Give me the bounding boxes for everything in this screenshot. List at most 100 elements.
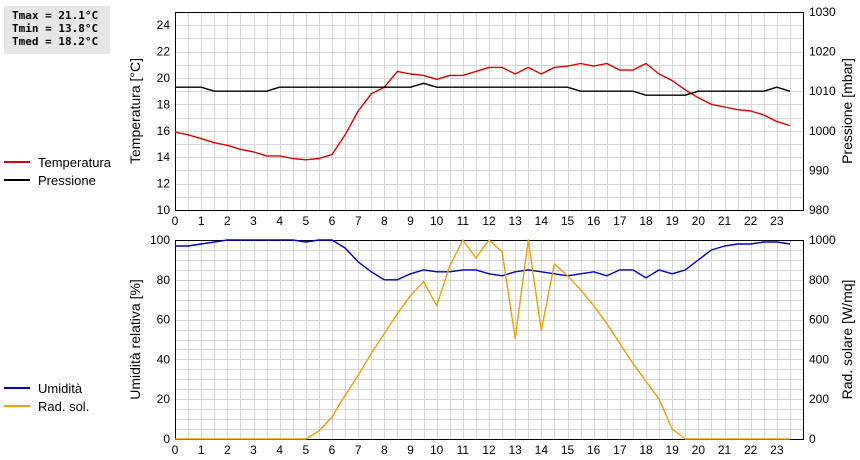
x-tick-label: 5 [302,214,309,228]
y2-tick-label: 0 [809,432,816,446]
x-tick-label: 7 [355,443,362,457]
x-tick-label: 10 [430,443,444,457]
x-tick-label: 15 [561,443,575,457]
series-line-pressione [175,82,791,96]
x-tick-label: 14 [535,443,549,457]
y2-tick-label: 1010 [809,84,836,98]
x-tick-label: 20 [692,214,706,228]
x-tick-label: 1 [198,214,205,228]
y-tick-label: 0 [163,432,170,446]
legend-swatch [4,179,30,181]
x-tick-label: 3 [250,443,257,457]
x-tick-label: 15 [561,214,575,228]
plot-frame [175,12,804,211]
x-tick-label: 7 [355,214,362,228]
x-tick-label: 18 [639,443,653,457]
y2-tick-label: 1020 [809,45,836,59]
y2-tick-label: 1000 [809,233,836,247]
legend-swatch [4,161,30,163]
tmed-text: Tmed = 18.2°C [12,35,99,48]
y2-axis-label: Rad. solare [W/mq] [839,280,855,400]
y-tick-label: 16 [157,124,171,138]
y-tick-label: 20 [157,71,171,85]
y-tick-label: 100 [150,233,170,247]
x-tick-label: 1 [198,443,205,457]
y-tick-label: 24 [157,18,171,32]
x-tick-label: 21 [718,443,732,457]
y2-tick-label: 800 [809,273,829,287]
x-tick-label: 14 [535,214,549,228]
x-tick-label: 19 [665,443,679,457]
y2-tick-label: 400 [809,352,829,366]
x-tick-label: 18 [639,214,653,228]
legend-top: Temperatura Pressione [4,153,111,189]
legend-item-radsol: Rad. sol. [4,397,89,415]
x-tick-label: 6 [329,214,336,228]
x-tick-label: 23 [770,443,784,457]
legend-label: Rad. sol. [38,398,90,414]
chart-2: 0 1 2 3 4 5 6 7 8 9 10 11 12 13 14 15 16 17 18 19 20 21 22 2302… [127,233,855,457]
y2-tick-label: 1000 [809,124,836,138]
y-tick-label: 10 [157,203,171,217]
x-tick-label: 9 [407,214,414,228]
x-tick-label: 12 [482,214,496,228]
x-tick-label: 19 [665,214,679,228]
y2-tick-label: 980 [809,203,829,217]
chart-1: 0 1 2 3 4 5 6 7 8 9 10 11 12 13 14 15 16 17 18 19 20 21 22 2310… [127,5,855,228]
x-tick-label: 8 [381,214,388,228]
tmin-text: Tmin = 13.8°C [12,22,99,35]
x-tick-label: 0 [172,214,179,228]
x-tick-label: 3 [250,214,257,228]
x-tick-label: 16 [587,443,601,457]
x-tick-label: 21 [718,214,732,228]
tmax-text: Tmax = 21.1°C [12,9,99,22]
legend-label: Pressione [38,172,96,188]
y2-tick-label: 990 [809,163,829,177]
x-tick-label: 4 [276,214,283,228]
y-tick-label: 22 [157,45,171,59]
y-tick-label: 40 [157,352,171,366]
x-tick-label: 17 [613,443,627,457]
y-axis-label: Temperatura [°C] [127,58,143,164]
y-tick-label: 14 [157,150,171,164]
legend-swatch [4,405,30,407]
y-tick-label: 12 [157,177,171,191]
y2-tick-label: 600 [809,313,829,327]
x-tick-label: 2 [224,443,231,457]
x-tick-label: 11 [457,214,470,228]
x-tick-label: 22 [744,214,758,228]
y-tick-label: 60 [157,313,171,327]
stats-box: Tmax = 21.1°C Tmin = 13.8°C Tmed = 18.2°… [4,6,110,54]
y2-tick-label: 1030 [809,5,836,19]
x-tick-label: 12 [482,443,496,457]
y2-tick-label: 200 [809,392,829,406]
legend-item-temperatura: Temperatura [4,153,111,171]
y-tick-label: 20 [157,392,171,406]
x-tick-label: 4 [276,443,283,457]
legend-bottom: Umidità Rad. sol. [4,379,89,415]
x-tick-label: 2 [224,214,231,228]
x-tick-label: 8 [381,443,388,457]
x-tick-label: 13 [508,443,522,457]
y-tick-label: 18 [157,97,171,111]
x-tick-label: 22 [744,443,758,457]
x-tick-label: 5 [302,443,309,457]
x-tick-label: 0 [172,443,179,457]
x-tick-label: 10 [430,214,444,228]
x-tick-label: 16 [587,214,601,228]
x-tick-label: 17 [613,214,627,228]
y-tick-label: 80 [157,273,171,287]
x-tick-label: 6 [329,443,336,457]
x-tick-label: 20 [692,443,706,457]
series-line-rad-sol [175,239,790,440]
series-line-umidit [175,239,791,281]
legend-label: Umidità [38,380,83,396]
y-axis-label: Umidità relativa [%] [127,279,143,400]
x-tick-label: 23 [770,214,784,228]
series-line-temperatura [174,62,791,161]
x-tick-label: 9 [407,443,414,457]
y2-axis-label: Pressione [mbar] [839,58,855,164]
legend-label: Temperatura [38,154,111,170]
x-tick-label: 11 [457,443,470,457]
